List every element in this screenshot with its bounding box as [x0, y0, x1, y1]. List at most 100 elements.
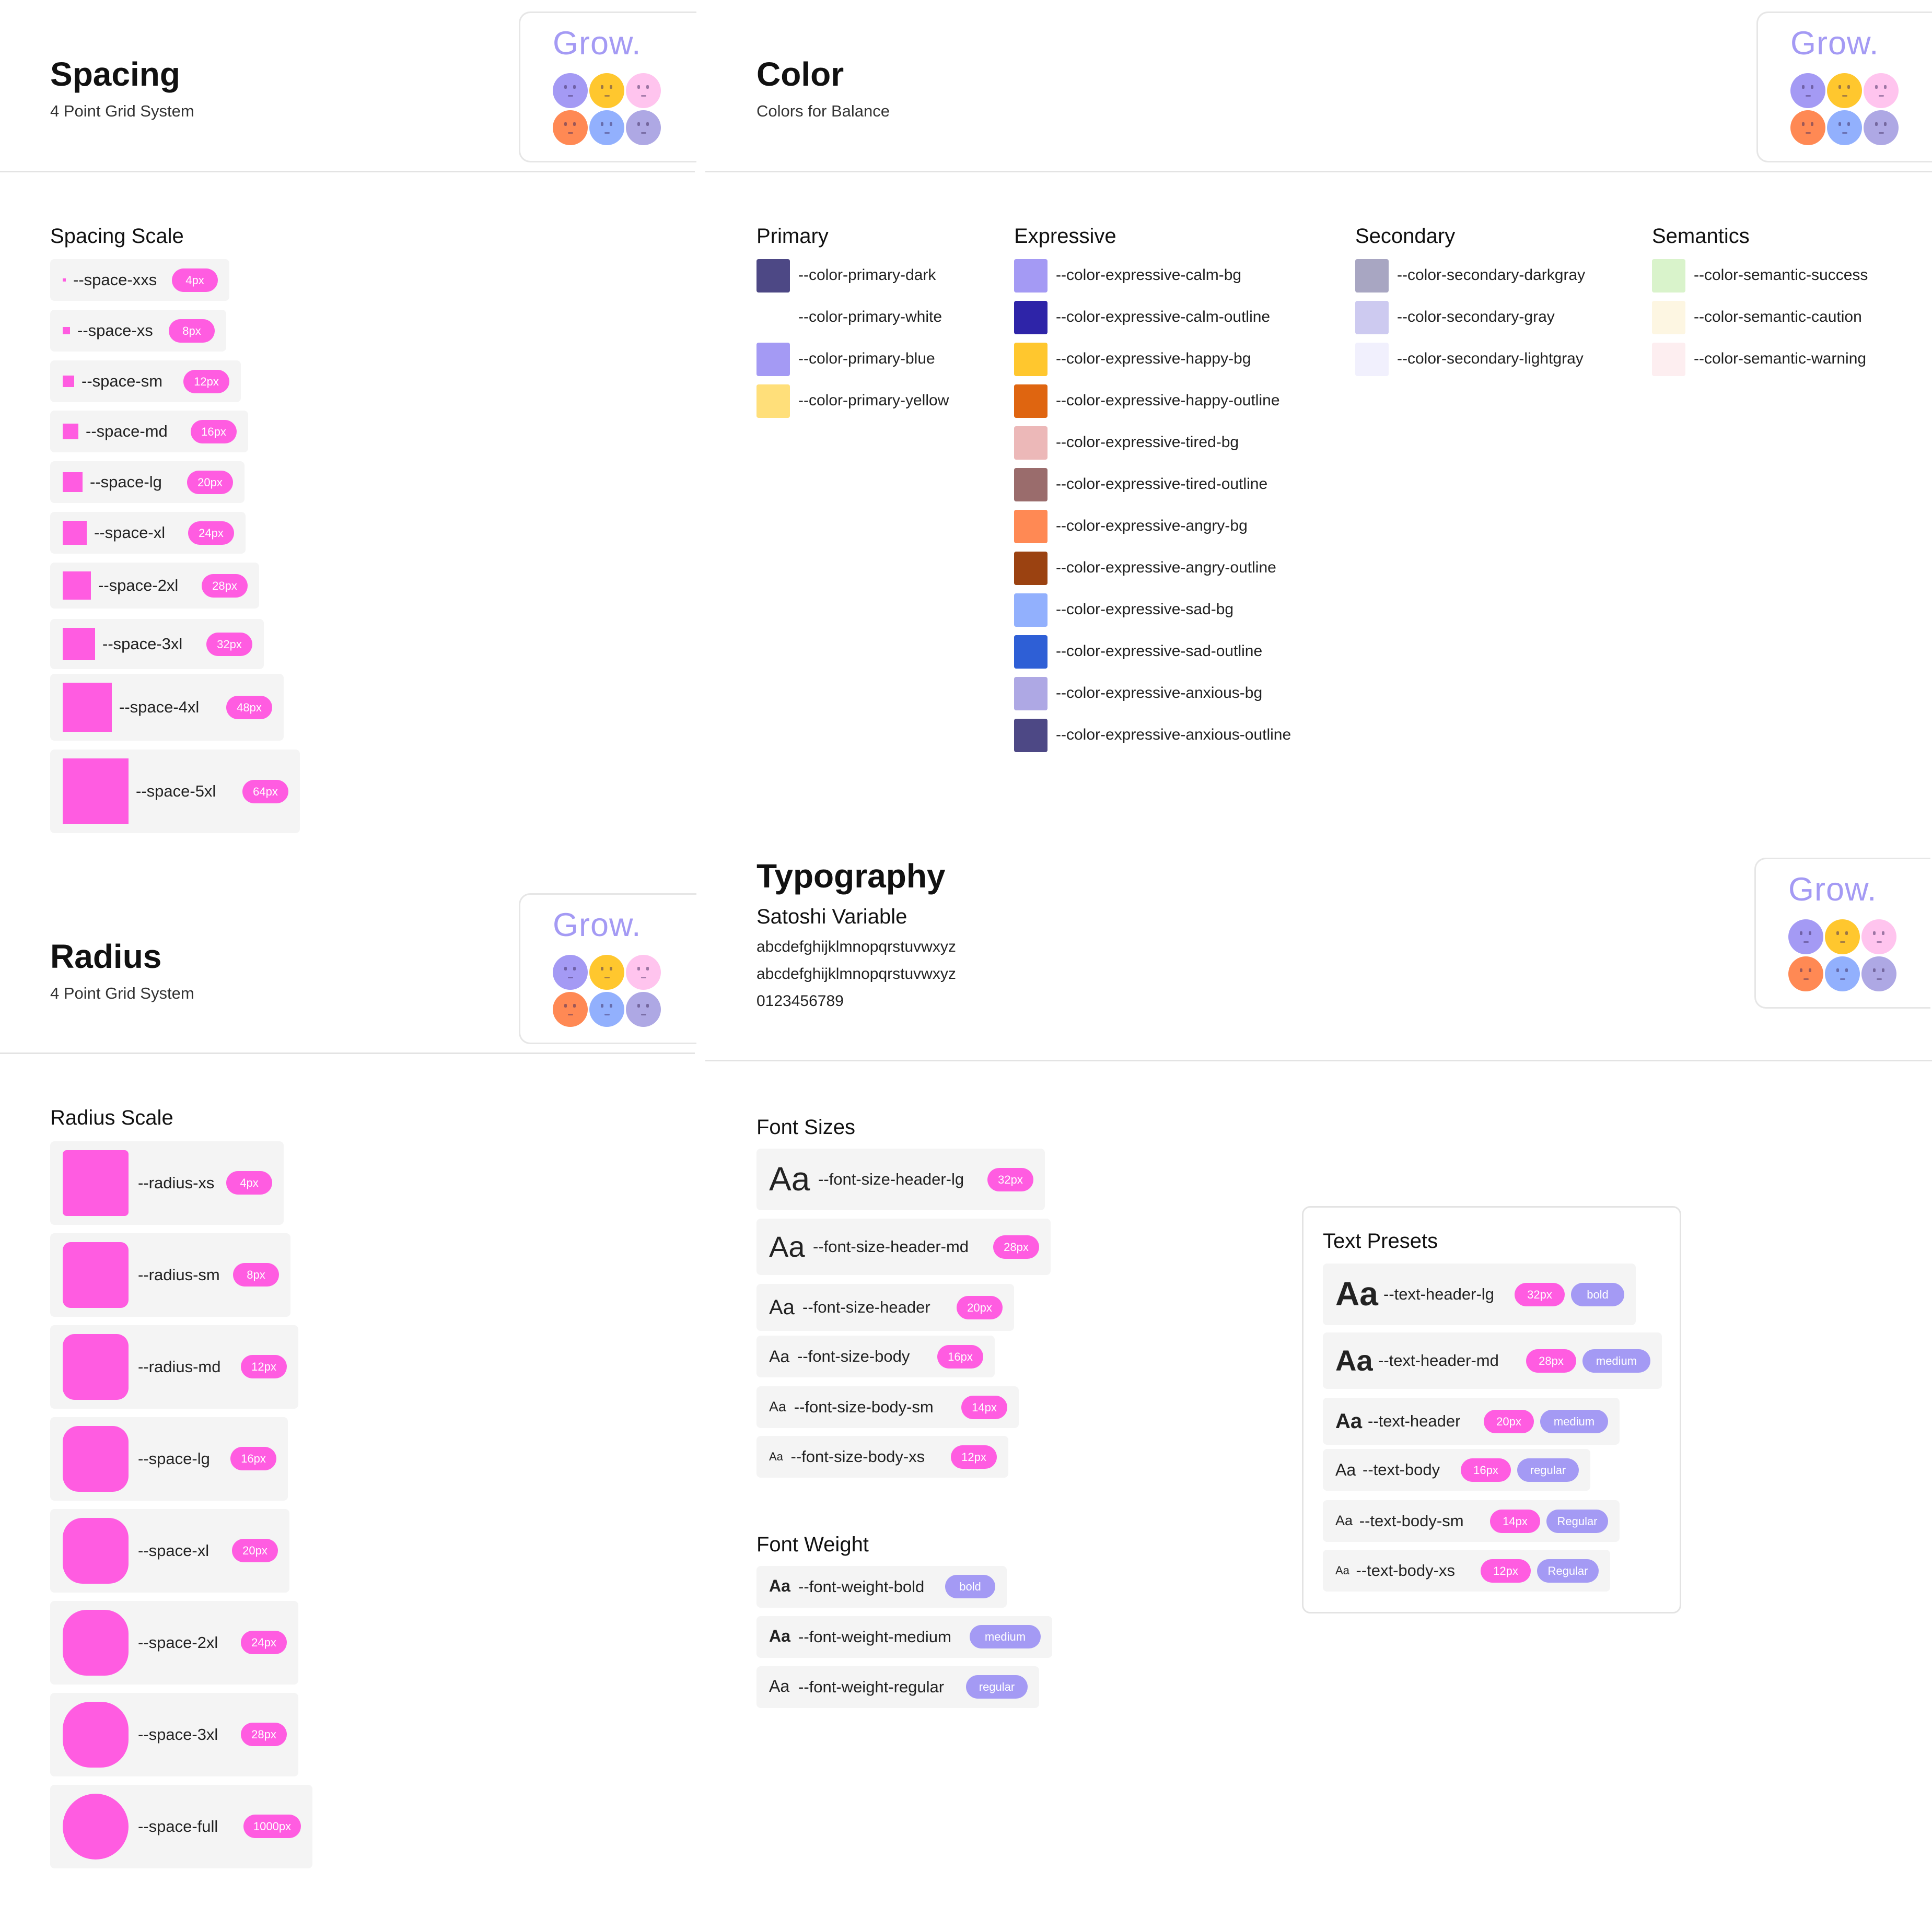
- color-subtitle: Colors for Balance: [756, 102, 890, 120]
- spacing-item: --space-xxs 4px: [50, 259, 229, 301]
- font-sizes-title: Font Sizes: [756, 1116, 855, 1139]
- color-swatch: [1355, 343, 1389, 376]
- mood-face-icon: [1788, 956, 1823, 991]
- color-token-name: --color-secondary-lightgray: [1397, 350, 1584, 367]
- radius-item: --space-xl 20px: [50, 1509, 289, 1593]
- color-token-name: --color-expressive-angry-outline: [1056, 559, 1276, 576]
- font-size-item: Aa --font-size-body-sm 14px: [756, 1386, 1019, 1428]
- spacing-item: --space-xl 24px: [50, 512, 246, 554]
- mood-face-icon: [626, 110, 661, 145]
- text-preset-weight-badge: regular: [1517, 1458, 1579, 1482]
- font-weight-label: --font-weight-bold: [798, 1577, 925, 1596]
- radius-value-badge: 8px: [233, 1263, 279, 1287]
- grow-logo-text: Grow.: [1788, 871, 1877, 908]
- spacing-item-label: --space-5xl: [136, 782, 216, 800]
- radius-value-badge: 1000px: [243, 1815, 301, 1838]
- color-swatch: [1014, 426, 1048, 460]
- color-token-name: --color-expressive-happy-bg: [1056, 350, 1251, 367]
- radius-value-badge: 4px: [226, 1171, 272, 1195]
- font-size-label: --font-size-body-xs: [790, 1447, 925, 1466]
- color-swatch: [1652, 259, 1685, 293]
- color-token-name: --color-semantic-warning: [1694, 350, 1867, 367]
- text-preset-size-badge: 32px: [1515, 1282, 1565, 1306]
- color-group-title: Expressive: [1014, 225, 1116, 248]
- font-size-badge: 14px: [961, 1395, 1007, 1419]
- text-presets-title: Text Presets: [1323, 1230, 1438, 1253]
- text-preset-weight-badge: bold: [1571, 1282, 1624, 1306]
- radius-value-badge: 28px: [241, 1723, 287, 1746]
- text-preset-sample: Aa: [1335, 1275, 1378, 1313]
- spacing-item: --space-sm 12px: [50, 360, 241, 402]
- radius-item-label: --radius-xs: [138, 1174, 215, 1192]
- grow-logo-text: Grow.: [553, 25, 642, 62]
- font-size-label: --font-size-header-lg: [818, 1170, 964, 1188]
- color-token-name: --color-expressive-tired-bg: [1056, 434, 1239, 451]
- font-size-sample: Aa: [769, 1296, 795, 1319]
- grow-logo-text: Grow.: [1790, 25, 1879, 62]
- font-size-sample: Aa: [769, 1160, 810, 1198]
- color-divider: [705, 171, 1932, 172]
- spacing-value-badge: 64px: [242, 779, 288, 803]
- spacing-item-label: --space-4xl: [119, 698, 200, 716]
- spacing-value-badge: 16px: [191, 419, 237, 443]
- mood-face-icon: [1790, 73, 1825, 108]
- spacing-swatch: [63, 628, 95, 660]
- spacing-item-label: --space-sm: [82, 372, 163, 390]
- text-preset-label: --text-body: [1363, 1460, 1440, 1479]
- font-weight-sample: Aa: [769, 1627, 790, 1645]
- spacing-value-badge: 8px: [169, 319, 215, 343]
- text-preset-label: --text-header-lg: [1383, 1285, 1494, 1303]
- spacing-item: --space-4xl 48px: [50, 674, 284, 741]
- mood-face-icon: [1827, 110, 1862, 145]
- text-preset-sample: Aa: [1335, 1513, 1353, 1529]
- mood-face-icon: [1825, 919, 1860, 954]
- color-token-name: --color-primary-yellow: [798, 392, 949, 409]
- mood-face-icon: [626, 73, 661, 108]
- color-token-name: --color-semantic-success: [1694, 266, 1868, 284]
- radius-item-label: --space-xl: [138, 1541, 210, 1560]
- text-preset-size-badge: 28px: [1526, 1349, 1576, 1373]
- radius-swatch: [63, 1610, 129, 1676]
- text-preset-weight-badge: Regular: [1546, 1509, 1608, 1533]
- font-weight-item: Aa --font-weight-bold bold: [756, 1566, 1007, 1608]
- font-size-item: Aa --font-size-header-lg 32px: [756, 1149, 1045, 1210]
- spacing-item-label: --space-lg: [90, 473, 162, 491]
- spacing-item: --space-md 16px: [50, 411, 248, 452]
- text-preset-size-badge: 12px: [1481, 1559, 1531, 1583]
- mood-face-icon: [1825, 956, 1860, 991]
- text-preset-weight-badge: medium: [1582, 1349, 1650, 1373]
- spacing-item-label: --space-xs: [77, 321, 153, 340]
- color-swatch: [1014, 593, 1048, 627]
- radius-item-label: --radius-md: [138, 1358, 221, 1376]
- spacing-swatch: [63, 327, 70, 334]
- color-swatch: [1014, 719, 1048, 752]
- radius-value-badge: 20px: [232, 1539, 278, 1562]
- font-size-badge: 32px: [987, 1167, 1033, 1191]
- spacing-value-badge: 12px: [183, 369, 229, 393]
- text-preset-label: --text-header: [1368, 1412, 1461, 1430]
- grow-logo-text: Grow.: [553, 907, 642, 943]
- mood-face-icon: [1864, 110, 1899, 145]
- color-swatch: [1014, 301, 1048, 334]
- spacing-item: --space-lg 20px: [50, 461, 245, 503]
- font-weight-item: Aa --font-weight-regular regular: [756, 1666, 1039, 1708]
- color-swatch: [1652, 343, 1685, 376]
- text-preset-sample: Aa: [1335, 1410, 1363, 1433]
- color-swatch: [1014, 677, 1048, 710]
- spacing-swatch: [63, 521, 87, 545]
- color-token-name: --color-primary-dark: [798, 266, 936, 284]
- typography-divider: [705, 1060, 1932, 1061]
- text-preset-sample: Aa: [1335, 1343, 1373, 1377]
- mood-face-icon: [626, 992, 661, 1027]
- spacing-swatch: [63, 376, 74, 387]
- spacing-swatch: [63, 472, 83, 492]
- mood-face-icon: [1788, 919, 1823, 954]
- spacing-subtitle: 4 Point Grid System: [50, 102, 194, 120]
- text-preset-sample: Aa: [1335, 1460, 1356, 1479]
- font-size-label: --font-size-body: [797, 1347, 910, 1365]
- color-token-name: --color-semantic-caution: [1694, 308, 1862, 325]
- mood-face-icon: [1827, 73, 1862, 108]
- radius-value-badge: 24px: [241, 1631, 287, 1654]
- text-preset-label: --text-body-xs: [1356, 1561, 1455, 1580]
- radius-swatch: [63, 1518, 129, 1584]
